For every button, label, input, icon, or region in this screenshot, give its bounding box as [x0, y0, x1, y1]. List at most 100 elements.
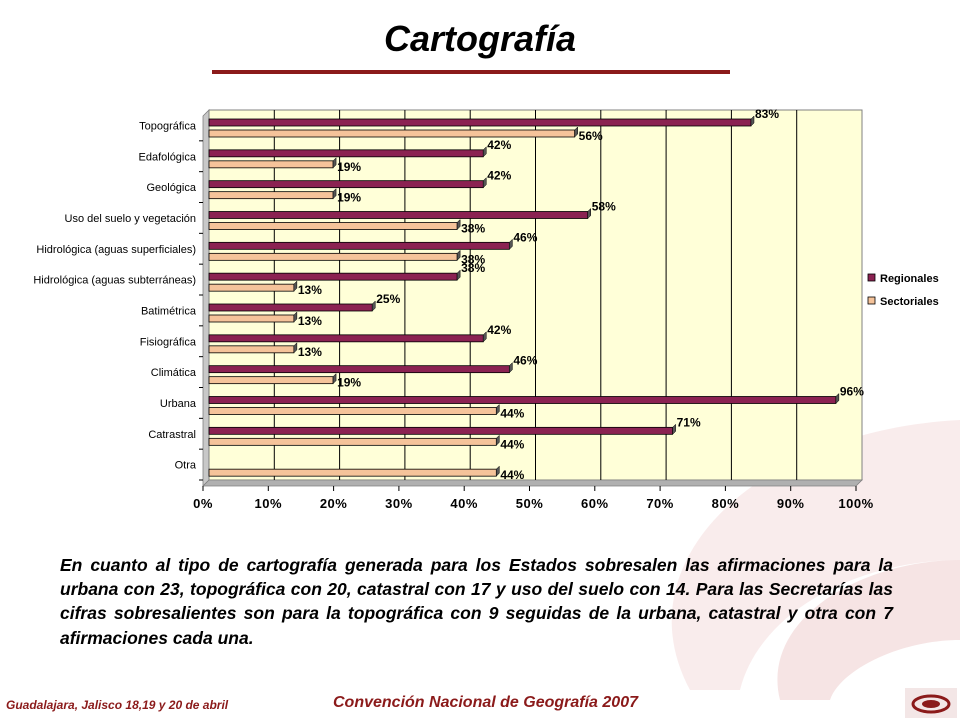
- page-title: Cartografía: [383, 18, 577, 59]
- bar-chart: 0% 10% 20% 30% 40% 50% 60% 70% 80% 90% 100% Topográ…: [33, 107, 939, 511]
- bar-end-cap: [332, 373, 337, 385]
- bar-sectoriales: [208, 314, 295, 323]
- data-label: 83%: [755, 107, 779, 121]
- data-label: 19%: [337, 376, 361, 390]
- bar-sectoriales: [208, 376, 334, 385]
- data-label: 25%: [376, 292, 400, 306]
- bar-sectoriales: [208, 468, 497, 477]
- bar-regionales: [208, 118, 752, 127]
- logo-icon: [905, 688, 957, 718]
- y-tick-label: Catrastral: [148, 429, 196, 441]
- bar-end-cap: [750, 115, 755, 127]
- data-label: 44%: [500, 437, 524, 451]
- data-label: 19%: [337, 160, 361, 174]
- bar-regionales: [208, 211, 589, 219]
- data-label: 46%: [513, 354, 537, 368]
- bar-end-cap: [509, 238, 513, 250]
- x-tick-label: 50%: [516, 496, 544, 511]
- data-label: 42%: [487, 169, 511, 183]
- title-underline: [212, 70, 730, 74]
- plot-floor: [202, 479, 863, 487]
- data-label: 38%: [461, 222, 485, 236]
- data-label: 44%: [500, 407, 524, 421]
- bar-sectoriales: [208, 129, 576, 138]
- legend-label: Sectoriales: [880, 296, 939, 308]
- bar-regionales: [208, 426, 674, 435]
- bar-sectoriales: [208, 191, 334, 200]
- bar-end-cap: [456, 249, 461, 261]
- data-label: 38%: [461, 252, 485, 266]
- y-tick-label: Hidrológica (aguas superficiales): [36, 244, 196, 256]
- data-label: 58%: [592, 200, 616, 214]
- data-label: 13%: [298, 283, 322, 297]
- bar-end-cap: [835, 392, 840, 405]
- data-label: 42%: [487, 323, 511, 337]
- bar-regionales: [208, 303, 373, 312]
- bar-end-cap: [496, 403, 500, 416]
- bar-end-cap: [483, 177, 487, 189]
- x-tick-label: 20%: [320, 496, 348, 511]
- y-tick-label: Otra: [175, 460, 197, 472]
- bar-sectoriales: [208, 222, 458, 230]
- legend-swatch: [867, 296, 876, 305]
- y-tick-label: Hidrológica (aguas subterráneas): [33, 275, 196, 287]
- bar-regionales: [208, 149, 484, 158]
- bar-regionales: [208, 241, 510, 250]
- bar-end-cap: [293, 311, 298, 323]
- plot-side-wall: [202, 109, 210, 487]
- y-tick-label: Climática: [151, 367, 197, 379]
- footer-location: Guadalajara, Jalisco 18,19 y 20 de abril: [6, 698, 229, 712]
- data-label: 13%: [298, 314, 322, 328]
- y-tick-label: Uso del suelo y vegetación: [65, 213, 196, 225]
- y-tick-label: Edafológica: [139, 151, 197, 163]
- bar-end-cap: [672, 423, 676, 435]
- bar-end-cap: [293, 342, 298, 354]
- x-tick-label: 40%: [450, 496, 478, 511]
- x-tick-label: 80%: [712, 496, 740, 511]
- bar-sectoriales: [208, 437, 497, 446]
- y-tick-label: Urbana: [160, 398, 197, 410]
- data-label: 38%: [461, 261, 485, 275]
- legend-swatch: [867, 273, 876, 282]
- x-tick-label: 100%: [838, 496, 873, 511]
- bar-end-cap: [496, 465, 500, 477]
- bar-end-cap: [574, 126, 578, 138]
- bar-regionales: [208, 272, 458, 281]
- bar-regionales: [208, 396, 837, 404]
- data-label: 13%: [298, 345, 322, 359]
- data-label: 96%: [840, 385, 864, 399]
- y-tick-label: Fisiográfica: [140, 336, 197, 348]
- data-label: 44%: [500, 468, 524, 482]
- bar-end-cap: [456, 218, 461, 231]
- y-tick-label: Topográfica: [139, 120, 197, 132]
- bar-regionales: [208, 365, 510, 374]
- legend-label: Regionales: [880, 273, 939, 285]
- x-tick-label: 60%: [581, 496, 609, 511]
- body-paragraph: En cuanto al tipo de cartografía generad…: [60, 555, 893, 648]
- bar-sectoriales: [208, 345, 295, 354]
- x-tick-label: 10%: [255, 496, 283, 511]
- x-tick-label: 90%: [777, 496, 805, 511]
- y-tick-label: Geológica: [146, 182, 196, 194]
- footer-event-title: Convención Nacional de Geografía 2007: [333, 694, 638, 711]
- bar-sectoriales: [208, 407, 497, 415]
- data-label: 19%: [337, 191, 361, 205]
- data-label: 56%: [579, 129, 603, 143]
- bar-end-cap: [496, 434, 500, 446]
- bar-end-cap: [587, 207, 591, 220]
- x-tick-label: 30%: [385, 496, 413, 511]
- data-label: 71%: [677, 415, 701, 429]
- bar-end-cap: [332, 157, 337, 169]
- bar-sectoriales: [208, 283, 295, 292]
- bar-end-cap: [372, 300, 376, 312]
- x-tick-label: 70%: [646, 496, 674, 511]
- x-tick-label: 0%: [193, 496, 213, 511]
- bar-end-cap: [483, 146, 487, 158]
- bar-end-cap: [456, 269, 461, 281]
- data-label: 46%: [513, 230, 537, 244]
- y-tick-label: Batimétrica: [141, 305, 197, 317]
- data-label: 42%: [487, 138, 511, 152]
- bar-end-cap: [293, 280, 298, 292]
- bar-sectoriales: [208, 160, 334, 169]
